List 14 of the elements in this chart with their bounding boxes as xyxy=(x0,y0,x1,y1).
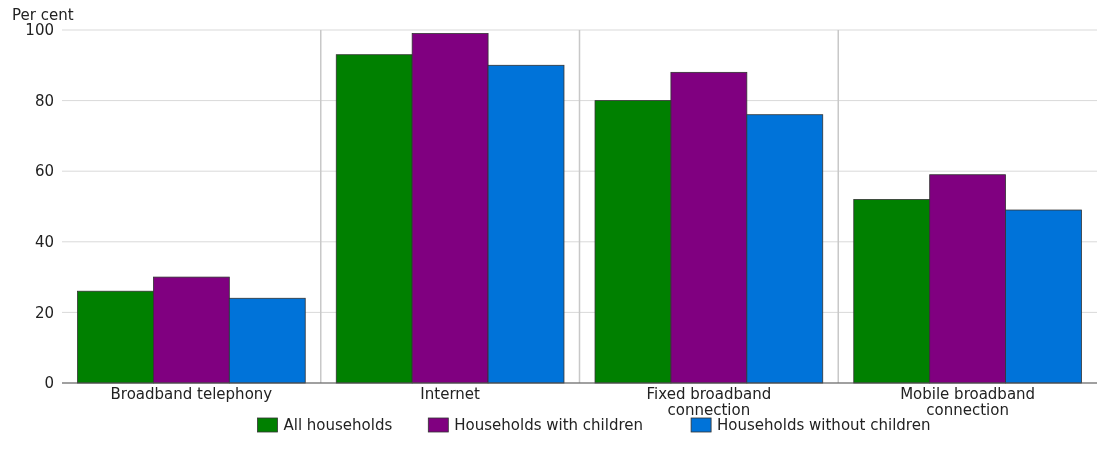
y-tick-label: 80 xyxy=(34,91,54,110)
x-tick-label: Broadband telephony xyxy=(110,385,273,403)
x-tick-label: Mobile broadband connection xyxy=(900,385,1036,419)
y-tick-label: 60 xyxy=(34,162,54,181)
legend-label: Households with children xyxy=(454,416,644,434)
y-tick-label: 100 xyxy=(25,21,54,40)
y-tick-label: 40 xyxy=(34,233,54,252)
x-tick-label: Fixed broadband connection xyxy=(646,385,772,419)
y-tick-label: 0 xyxy=(44,374,54,393)
y-tick-label: 20 xyxy=(34,303,54,322)
legend-label: All households xyxy=(283,416,393,434)
y-axis-title: Per cent xyxy=(12,6,74,24)
legend-label: Households without children xyxy=(717,416,931,434)
x-tick-label: Internet xyxy=(420,385,481,403)
